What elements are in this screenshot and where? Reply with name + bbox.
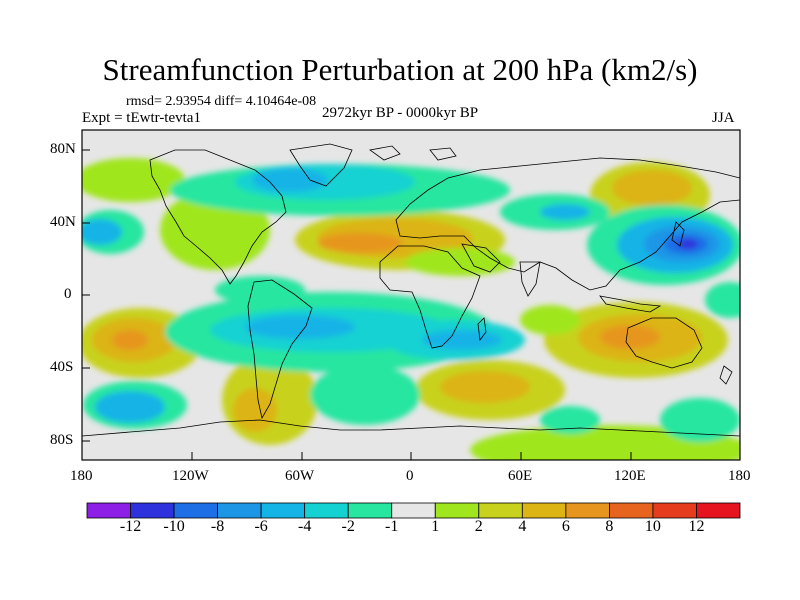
axis-ticks	[81, 149, 741, 460]
coastlines	[82, 143, 740, 437]
colorbar-tick-label: 12	[688, 518, 705, 535]
colorbar-swatch	[173, 502, 219, 519]
colorbar-tick-label: -4	[297, 518, 312, 535]
colorbar-swatch	[565, 502, 610, 519]
stats-label: rmsd= 2.93954 diff= 4.10464e-08	[126, 94, 317, 109]
colorbar-tick-label: 10	[644, 518, 661, 535]
colorbar-tick-label: -1	[385, 518, 399, 535]
lon-tick-label: 180	[70, 468, 93, 484]
colorbar-swatch	[434, 502, 480, 519]
colorbar-swatch	[86, 502, 131, 519]
colorbar-swatch	[260, 502, 306, 519]
colorbar-swatch	[391, 502, 436, 519]
chart-title: Streamfunction Perturbation at 200 hPa (…	[102, 52, 698, 87]
lon-tick-label: 60E	[508, 468, 533, 484]
field-layer	[82, 130, 740, 460]
colorbar-tick-label: 4	[518, 518, 527, 535]
colorbar-swatch	[696, 502, 741, 519]
colorbar-swatch	[652, 502, 697, 519]
colorbar-swatch	[347, 502, 393, 519]
lon-tick-label: 180	[728, 468, 751, 484]
experiment-label: Expt = tEwtr-tevta1	[82, 110, 201, 126]
colorbar-swatch	[217, 502, 262, 519]
lat-tick-label: 40S	[50, 359, 74, 375]
colorbar-tick-label: 6	[561, 518, 570, 535]
colorbar-tick-label: 2	[474, 518, 483, 535]
lat-tick-label: 80S	[50, 432, 74, 448]
colorbar-tick-label: -10	[163, 518, 185, 535]
colorbar-tick-label: -8	[210, 518, 225, 535]
colorbar-swatch	[304, 502, 349, 519]
lat-tick-label: 0	[64, 286, 72, 302]
period-label: 2972kyr BP - 0000kyr BP	[322, 105, 479, 121]
lat-tick-label: 80N	[50, 141, 76, 157]
colorbar-tick-label: 1	[431, 518, 440, 535]
colorbar-swatch	[609, 502, 654, 519]
colorbar-swatch	[521, 502, 567, 519]
lon-tick-label: 120W	[172, 468, 209, 484]
colorbar-tick-label: -2	[341, 518, 355, 535]
colorbar-tick-label: 8	[605, 518, 614, 535]
colorbar-swatch	[130, 502, 175, 519]
colorbar-tick-label: -6	[254, 518, 268, 535]
colorbar-tick-label: -12	[119, 518, 142, 535]
colorbar-swatch	[478, 502, 523, 519]
lon-tick-label: 0	[406, 468, 414, 484]
lat-tick-label: 40N	[50, 214, 76, 230]
colorbar	[86, 502, 741, 519]
season-label: JJA	[712, 110, 735, 126]
lon-tick-label: 60W	[285, 468, 315, 484]
lon-tick-label: 120E	[614, 468, 646, 484]
